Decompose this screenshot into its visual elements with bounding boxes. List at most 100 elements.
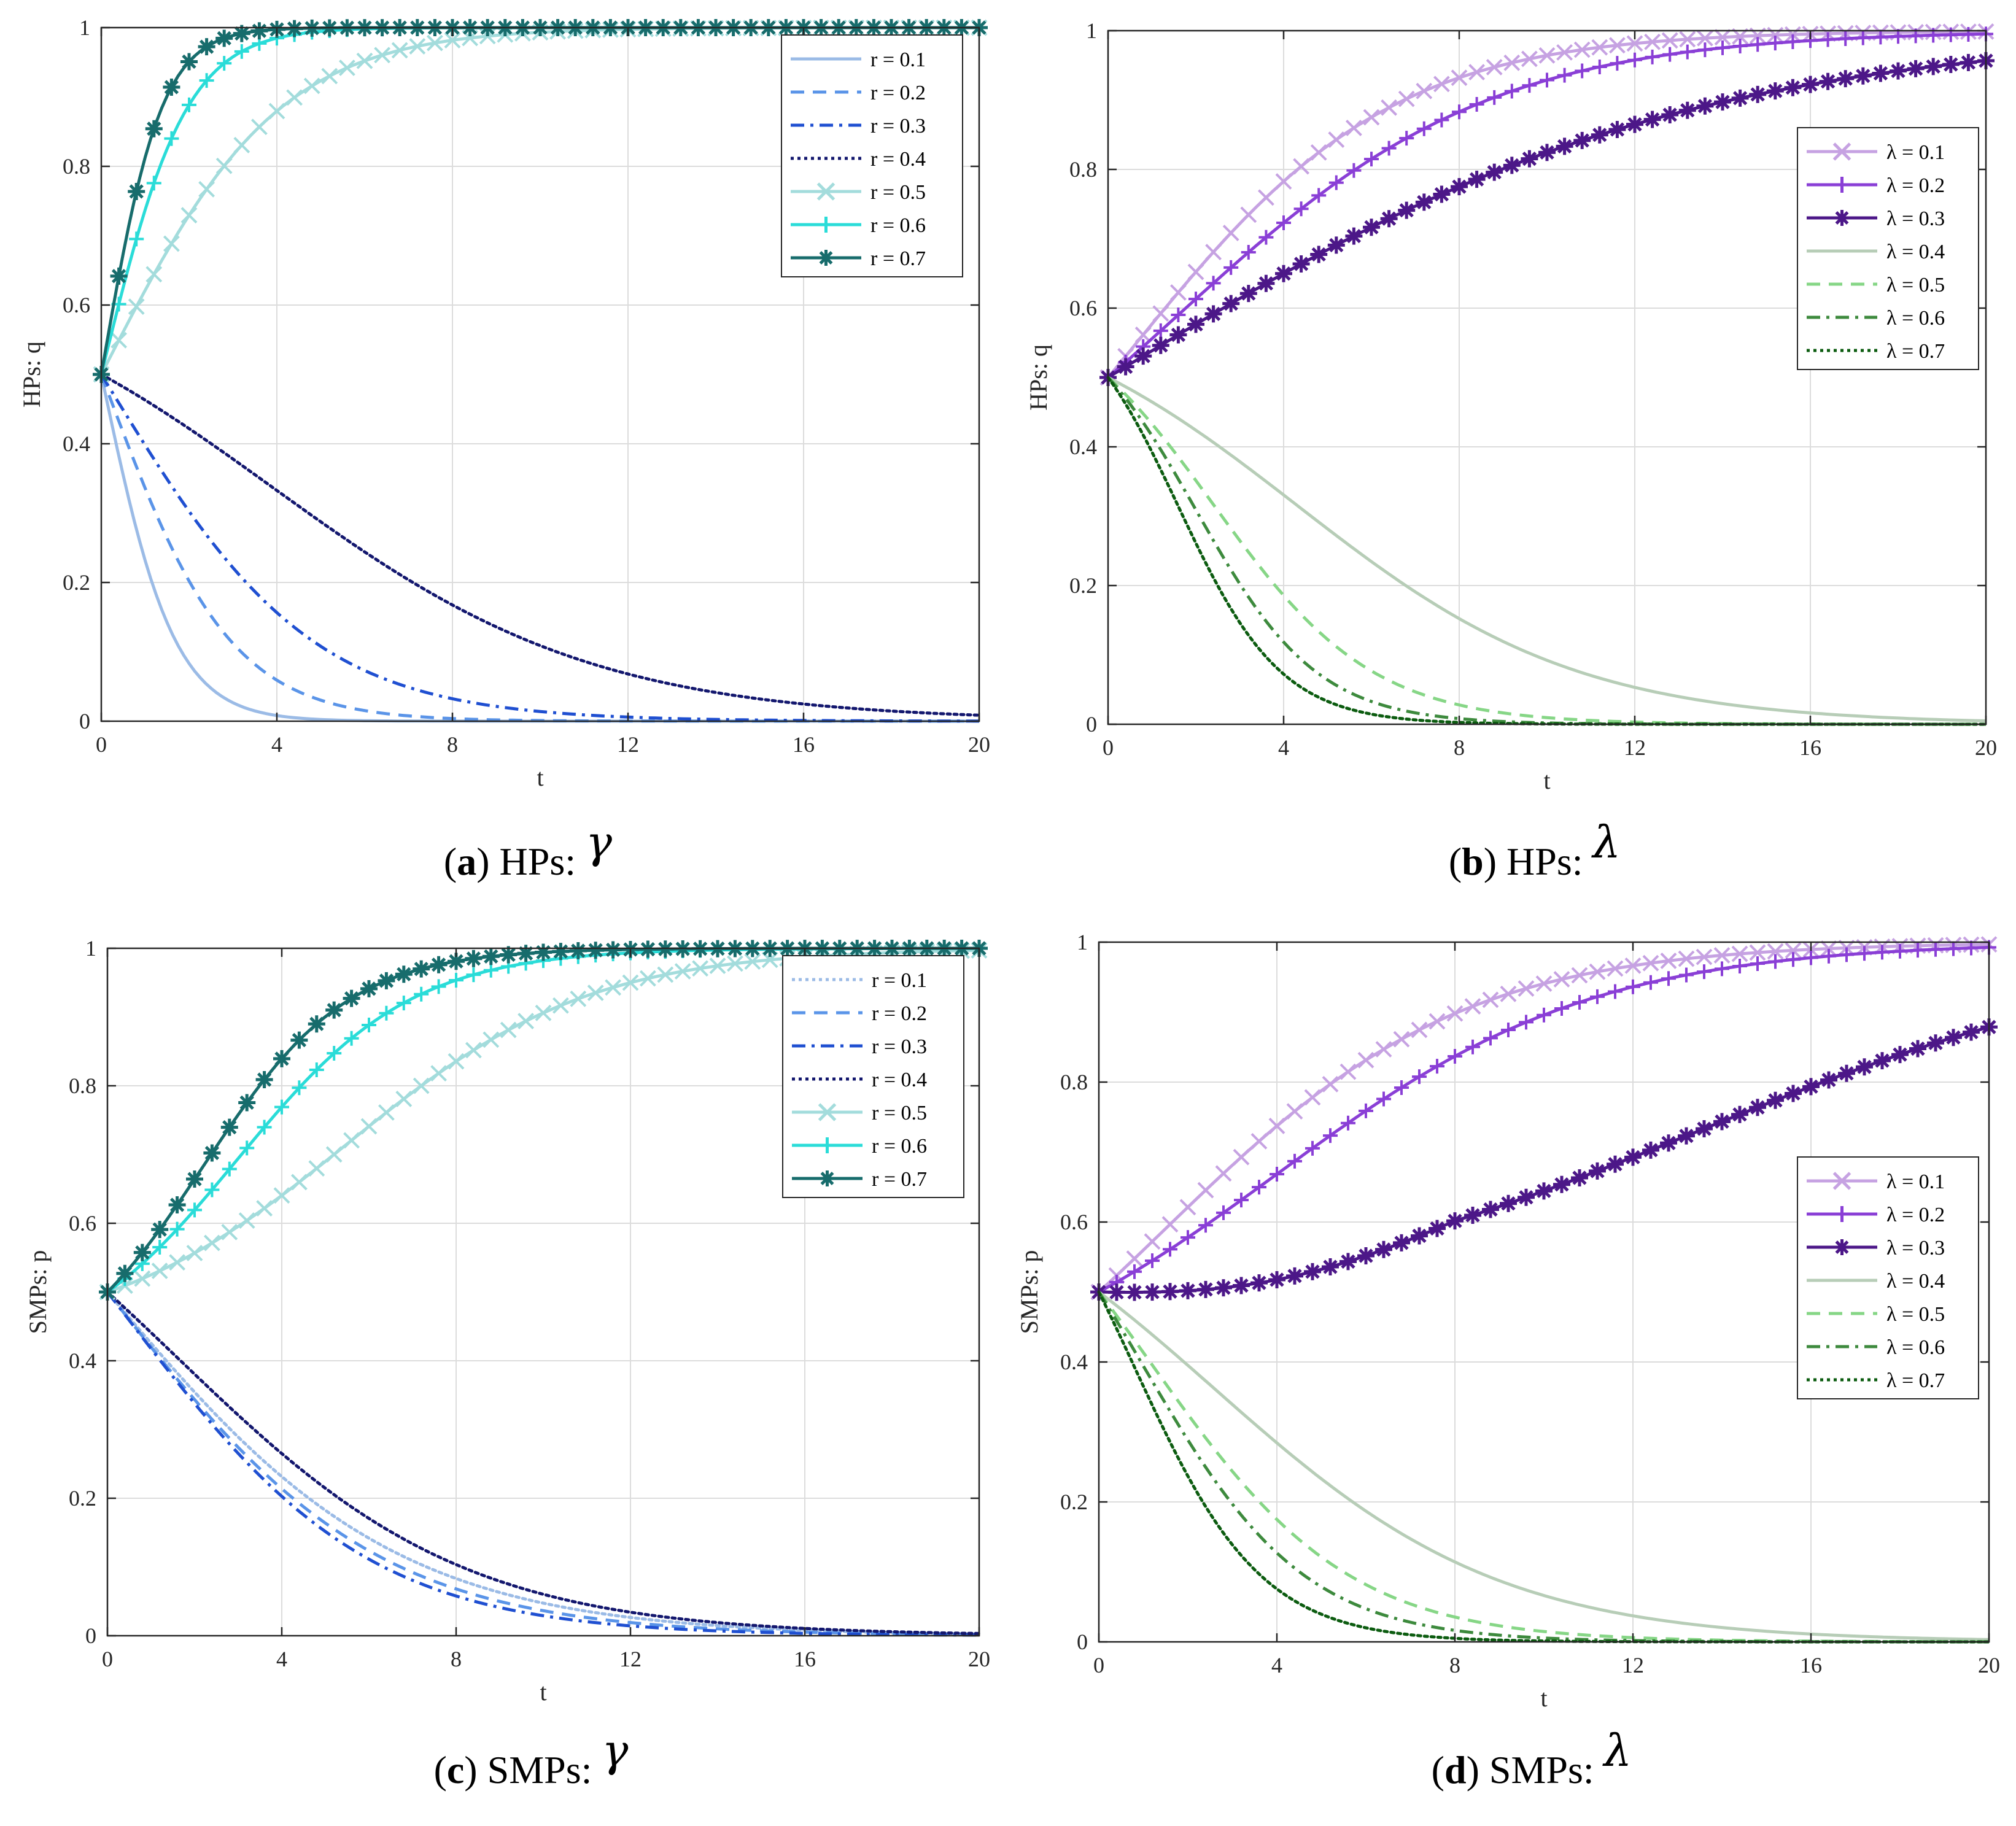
data-point: [1678, 950, 1695, 967]
data-point: [1357, 1247, 1374, 1264]
data-point: [449, 972, 463, 988]
data-point: [1535, 975, 1553, 992]
data-point: [1504, 83, 1519, 99]
data-point: [110, 331, 128, 349]
y-tick-label: 0: [1086, 712, 1097, 737]
y-tick-label: 1: [1077, 930, 1088, 954]
data-point: [1233, 1148, 1250, 1166]
data-point: [1345, 227, 1363, 245]
series-line-b-5: [1107, 376, 1986, 726]
data-point: [1433, 185, 1451, 203]
data-point: [1767, 36, 1783, 51]
series-line-d-3: [1098, 1291, 1990, 1641]
y-tick-label: 0.4: [1069, 435, 1097, 459]
legend-marker: [1832, 1172, 1851, 1190]
data-point: [1697, 42, 1713, 58]
data-point: [1250, 1132, 1268, 1150]
data-point: [378, 972, 395, 989]
x-tick-label: 8: [447, 732, 458, 757]
data-point: [1696, 948, 1713, 965]
y-tick-label: 0.4: [69, 1348, 96, 1373]
data-point: [1152, 305, 1169, 322]
data-point: [215, 157, 233, 174]
data-point: [233, 136, 250, 153]
data-point: [1963, 1023, 1980, 1041]
data-point: [500, 946, 518, 964]
data-point: [1589, 1162, 1606, 1180]
data-point: [1258, 230, 1274, 245]
y-tick-label: 1: [1086, 18, 1097, 43]
data-point: [744, 953, 761, 970]
data-point: [1820, 32, 1836, 47]
data-point: [129, 231, 144, 247]
data-point: [518, 1013, 535, 1029]
data-point: [1590, 989, 1605, 1004]
legend-label: r = 0.7: [870, 247, 926, 270]
data-point: [1416, 121, 1432, 136]
y-tick-label: 0.4: [1060, 1350, 1088, 1374]
data-point: [163, 235, 180, 252]
legend-label: λ = 0.2: [1886, 1204, 1945, 1226]
data-point: [1250, 1274, 1268, 1292]
data-point: [325, 1001, 343, 1019]
data-point: [1942, 56, 1960, 74]
legend-label: r = 0.5: [872, 1102, 927, 1124]
x-tick-label: 4: [1278, 735, 1289, 760]
x-axis-label: t: [1540, 1684, 1547, 1712]
legend-label: λ = 0.3: [1886, 207, 1945, 230]
data-point: [1591, 126, 1608, 144]
data-point: [1257, 189, 1274, 206]
data-point: [639, 970, 656, 987]
data-point: [1696, 29, 1713, 47]
series-line-a-2: [99, 373, 979, 723]
data-point: [1293, 158, 1310, 175]
data-point: [239, 1140, 255, 1156]
data-point: [1785, 942, 1802, 959]
data-point: [1925, 58, 1942, 75]
data-point: [308, 1160, 325, 1177]
data-point: [250, 118, 268, 136]
data-point: [1553, 971, 1570, 988]
y-tick-label: 0.6: [1069, 296, 1097, 320]
data-point: [151, 1263, 168, 1279]
data-point: [1411, 1021, 1428, 1039]
data-point: [198, 180, 215, 198]
data-point: [1893, 943, 1907, 959]
data-point: [1928, 942, 1943, 957]
data-point: [1660, 953, 1677, 969]
series-line-d-4: [1098, 1291, 1989, 1644]
x-tick-label: 12: [1622, 1653, 1644, 1677]
data-point: [709, 957, 726, 974]
data-point: [466, 967, 481, 983]
data-point: [1169, 326, 1187, 344]
data-point: [1608, 121, 1626, 139]
data-point: [1785, 34, 1801, 50]
data-point: [1205, 244, 1222, 261]
legend-label: λ = 0.5: [1886, 1303, 1945, 1326]
x-tick-label: 4: [271, 732, 282, 757]
series-line-b-4: [1107, 376, 1986, 726]
data-point: [1415, 193, 1433, 211]
data-point: [321, 68, 338, 85]
data-point: [273, 1187, 290, 1204]
data-point: [1500, 1194, 1517, 1212]
data-point: [1557, 68, 1572, 83]
y-axis-label: SMPs: p: [1015, 1250, 1043, 1334]
data-point: [378, 1104, 395, 1121]
y-tick-label: 0.2: [1069, 573, 1097, 598]
data-point: [1346, 163, 1362, 178]
data-point: [1222, 295, 1240, 312]
data-point: [1661, 971, 1676, 986]
data-point: [1286, 1267, 1303, 1285]
data-point: [1626, 979, 1640, 994]
data-point: [1188, 292, 1203, 307]
data-point: [622, 974, 639, 991]
data-point: [639, 940, 657, 958]
data-point: [1126, 1283, 1143, 1301]
data-point: [1767, 1091, 1784, 1109]
subfigure-caption: (a) HPs: γ: [444, 816, 613, 883]
data-point: [1679, 31, 1696, 48]
legend-label: λ = 0.6: [1886, 307, 1945, 330]
data-point: [1287, 1153, 1302, 1169]
